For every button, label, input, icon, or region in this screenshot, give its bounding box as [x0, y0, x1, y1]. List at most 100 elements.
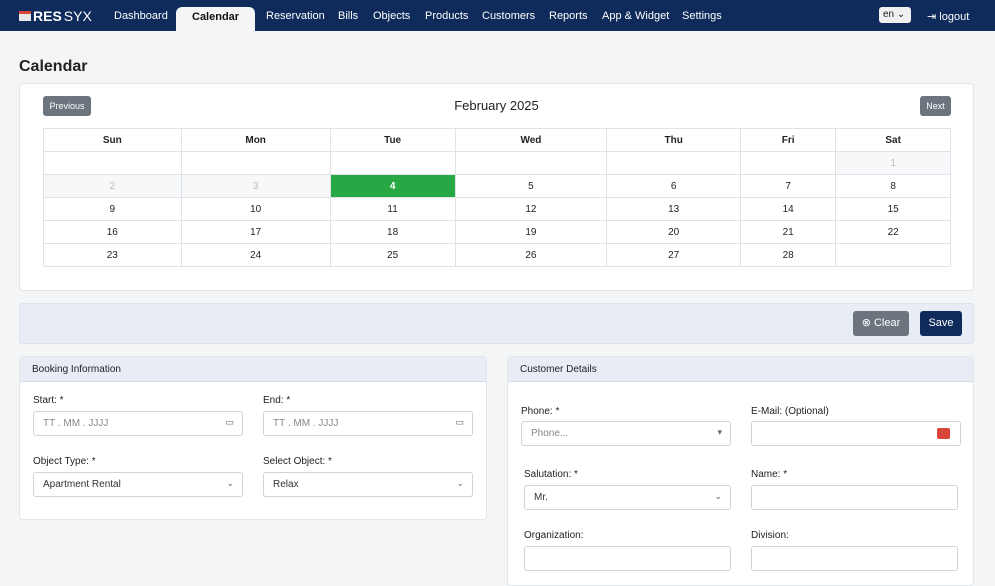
calendar-day[interactable]: 20 [606, 220, 742, 244]
calendar-day[interactable]: 4 [329, 174, 456, 198]
nav-objects[interactable]: Objects [373, 10, 411, 22]
calendar-day[interactable]: 3 [180, 174, 331, 198]
organization-label: Organization: [524, 530, 584, 541]
calendar-week: 1 [43, 151, 951, 175]
next-button[interactable]: Next [920, 96, 951, 116]
weekday-header: Fri [740, 128, 837, 152]
nav-customers[interactable]: Customers [482, 10, 536, 22]
phone-select[interactable]: Phone... ▾ [521, 421, 731, 446]
calendar-day[interactable]: 24 [180, 243, 331, 267]
calendar-week: 16 17 18 19 20 21 22 [43, 220, 951, 244]
logout-icon: ⇥ [927, 11, 937, 23]
page-title: Calendar [19, 58, 88, 75]
nav-bills[interactable]: Bills [338, 10, 359, 22]
calendar-day[interactable]: 5 [454, 174, 608, 198]
calendar-day[interactable]: 28 [740, 243, 837, 267]
logout-link[interactable]: ⇥ logout [927, 11, 970, 23]
calendar-day [835, 243, 951, 267]
division-input[interactable] [751, 546, 958, 571]
calendar-day [180, 151, 331, 175]
nav-reservation[interactable]: Reservation [266, 10, 325, 22]
start-label: Start: * [33, 395, 64, 406]
nav-settings[interactable]: Settings [682, 10, 722, 22]
customer-card: Customer Details Phone: * Phone... ▾ E-Ma… [507, 356, 974, 586]
object-type-select[interactable]: Apartment Rental ⌄ [33, 472, 243, 497]
previous-button[interactable]: Previous [43, 96, 91, 116]
action-bar: ⊗ Clear Save [19, 303, 974, 344]
calendar-card: Previous February 2025 Next Sun Mon Tue Wed… [19, 83, 974, 291]
calendar-day[interactable]: 27 [606, 243, 742, 267]
calendar-day[interactable]: 12 [454, 197, 608, 221]
calendar-day[interactable]: 26 [454, 243, 608, 267]
salutation-label: Salutation: * [524, 469, 578, 480]
customer-header: Customer Details [508, 357, 973, 382]
division-label: Division: [751, 530, 789, 541]
calendar-day[interactable]: 19 [454, 220, 608, 244]
calendar-day[interactable]: 25 [329, 243, 456, 267]
calendar-day[interactable]: 10 [180, 197, 331, 221]
calendar-day [740, 151, 837, 175]
salutation-select[interactable]: Mr. ⌄ [524, 485, 731, 510]
calendar-day[interactable]: 21 [740, 220, 837, 244]
email-input[interactable] [751, 421, 961, 446]
calendar-day[interactable]: 8 [835, 174, 951, 198]
month-title: February 2025 [454, 98, 539, 113]
email-label: E-Mail: (Optional) [751, 406, 829, 417]
calendar-day[interactable]: 7 [740, 174, 837, 198]
select-object-select[interactable]: Relax ⌄ [263, 472, 473, 497]
calendar-day[interactable]: 15 [835, 197, 951, 221]
save-button[interactable]: Save [920, 311, 962, 336]
chevron-down-icon: ⌄ [714, 491, 722, 501]
calendar-day[interactable]: 1 [835, 151, 951, 175]
logo-icon [19, 11, 31, 21]
calendar-day[interactable]: 6 [606, 174, 742, 198]
clear-icon: ⊗ [861, 317, 871, 329]
calendar-day[interactable]: 16 [43, 220, 182, 244]
organization-input[interactable] [524, 546, 731, 571]
calendar-day[interactable]: 14 [740, 197, 837, 221]
logo[interactable]: RES SYX [19, 8, 92, 24]
calendar-day[interactable]: 18 [329, 220, 456, 244]
calendar-day[interactable]: 23 [43, 243, 182, 267]
weekday-header: Wed [454, 128, 608, 152]
password-manager-icon[interactable] [937, 428, 950, 439]
weekday-header: Sun [43, 128, 182, 152]
select-object-label: Select Object: * [263, 456, 332, 467]
nav-products[interactable]: Products [425, 10, 469, 22]
calendar-icon[interactable]: ▭ [225, 417, 234, 427]
name-input[interactable] [751, 485, 958, 510]
calendar-day[interactable]: 9 [43, 197, 182, 221]
nav-calendar[interactable]: Calendar [176, 7, 256, 31]
calendar-day [329, 151, 456, 175]
chevron-down-icon: ⌄ [896, 9, 906, 20]
weekday-header: Thu [606, 128, 742, 152]
language-select[interactable]: en ⌄ [879, 7, 911, 23]
start-date-input[interactable]: TT . MM . JJJJ ▭ [33, 411, 243, 436]
end-date-input[interactable]: TT . MM . JJJJ ▭ [263, 411, 473, 436]
calendar-grid: Sun Mon Tue Wed Thu Fri Sat 1 2 3 4 5 6 7 8 9 10 11 12 13 1… [43, 128, 951, 267]
calendar-day[interactable]: 13 [606, 197, 742, 221]
object-type-label: Object Type: * [33, 456, 96, 467]
calendar-day [454, 151, 608, 175]
calendar-week: 23 24 25 26 27 28 [43, 243, 951, 267]
nav-reports[interactable]: Reports [549, 10, 588, 22]
chevron-down-icon: ⌄ [456, 478, 464, 488]
clear-button[interactable]: ⊗ Clear [853, 311, 909, 336]
end-label: End: * [263, 395, 291, 406]
calendar-day[interactable]: 17 [180, 220, 331, 244]
weekday-header: Mon [180, 128, 331, 152]
calendar-day[interactable]: 22 [835, 220, 951, 244]
nav-app-widget[interactable]: App & Widget [602, 10, 670, 22]
name-label: Name: * [751, 469, 788, 480]
nav-dashboard[interactable]: Dashboard [114, 10, 168, 22]
calendar-day [606, 151, 742, 175]
calendar-day[interactable]: 2 [43, 174, 182, 198]
phone-label: Phone: * [521, 406, 560, 417]
booking-card: Booking Information Start: * TT . MM . J… [19, 356, 487, 520]
calendar-day[interactable]: 11 [329, 197, 456, 221]
calendar-icon[interactable]: ▭ [455, 417, 464, 427]
weekday-header: Tue [329, 128, 456, 152]
calendar-day [43, 151, 182, 175]
weekday-header: Sat [835, 128, 951, 152]
